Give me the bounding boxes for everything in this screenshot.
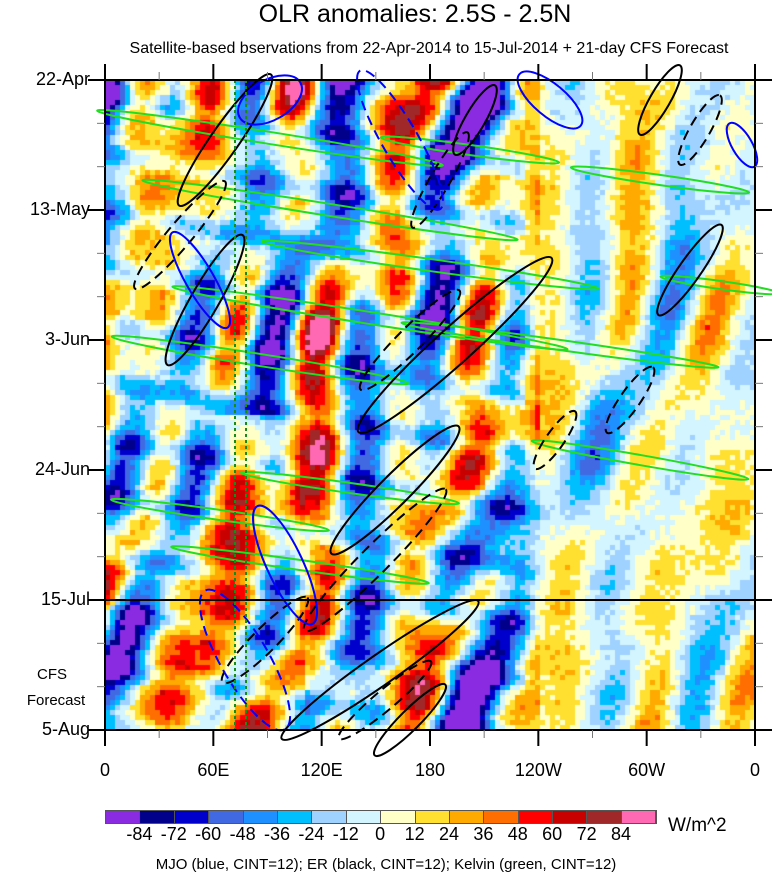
y-tick-label: 24-Jun (34, 459, 90, 479)
olr-anomaly-field (105, 80, 755, 730)
colorbar-swatch (346, 811, 382, 823)
forecast-label-1: CFS (37, 666, 67, 683)
x-tick-label: 180 (414, 760, 446, 780)
colorbar-swatch (484, 811, 519, 823)
colorbar-swatch (518, 811, 554, 823)
colorbar-swatch (243, 811, 278, 823)
x-tick-label: 120E (300, 760, 343, 780)
colorbar-swatch (140, 811, 175, 823)
y-tick-label: 22-Apr (35, 69, 90, 89)
x-tick-label: 60W (628, 760, 666, 780)
colorbar-label: -60 (195, 824, 222, 844)
chart-title: OLR anomalies: 2.5S - 2.5N (258, 0, 572, 28)
x-tick-label: 60E (197, 760, 230, 780)
colorbar-swatch (449, 811, 485, 823)
colorbar-swatch (209, 811, 244, 823)
contour-legend: MJO (blue, CINT=12); ER (black, CINT=12)… (155, 856, 617, 873)
colorbar-swatch (553, 811, 588, 823)
colorbar-swatch (415, 811, 450, 823)
colorbar-label: 60 (542, 824, 563, 844)
x-tick-label: 0 (99, 760, 111, 780)
er-contours (133, 63, 724, 758)
colorbar-label: -36 (263, 824, 291, 844)
colorbar-label: 0 (375, 824, 386, 844)
colorbar-swatch (621, 811, 657, 823)
colorbar-label: -12 (332, 824, 359, 844)
colorbar-label: 12 (404, 824, 425, 844)
y-tick-label: 3-Jun (44, 329, 90, 349)
kelvin-contours (96, 108, 772, 585)
colorbar-label: 72 (576, 824, 597, 844)
y-tick-label: 5-Aug (41, 719, 90, 739)
colorbar-units: W/m^2 (668, 815, 727, 836)
colorbar-label: 24 (438, 824, 460, 844)
colorbar-swatch (277, 811, 313, 823)
y-tick-label: 15-Jul (40, 589, 90, 609)
x-tick-label: 0 (749, 760, 761, 780)
colorbar-swatch (587, 811, 622, 823)
colorbar-label: 36 (473, 824, 494, 844)
chart-subtitle: Satellite-based bservations from 22-Apr-… (129, 40, 729, 57)
colorbar (105, 810, 658, 824)
colorbar-label: -48 (229, 824, 256, 844)
colorbar-label: -72 (160, 824, 187, 844)
colorbar-swatch (174, 811, 210, 823)
colorbar-label: 84 (610, 824, 632, 844)
x-tick-label: 120W (514, 760, 562, 780)
forecast-label-2: Forecast (26, 692, 86, 709)
colorbar-label: -84 (126, 824, 153, 844)
colorbar-swatch (312, 811, 347, 823)
colorbar-label: 48 (507, 824, 528, 844)
colorbar-swatch (381, 811, 416, 823)
colorbar-swatch (106, 811, 141, 823)
y-tick-label: 13-May (29, 199, 90, 219)
colorbar-label: -24 (298, 824, 325, 844)
mjo-contours (168, 69, 759, 732)
